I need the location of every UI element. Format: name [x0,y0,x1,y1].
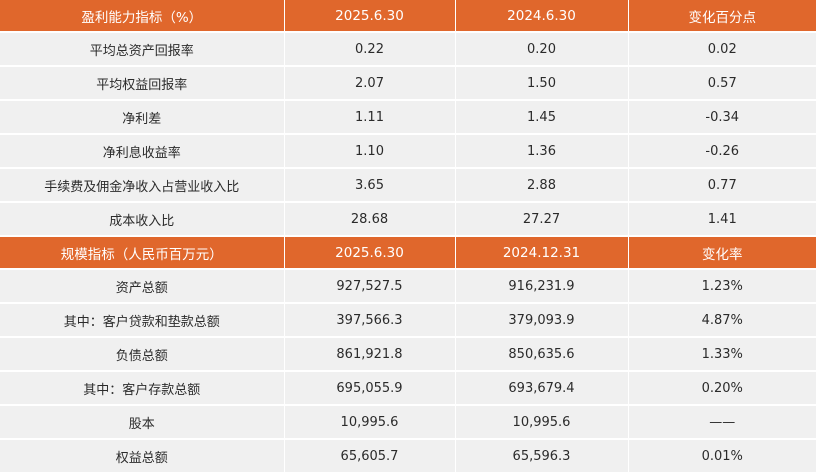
table-row: 平均权益回报率 2.07 1.50 0.57 [0,66,816,101]
cell-change: 0.57 [628,66,816,101]
cell-current: 861,921.8 [284,337,456,372]
row-label: 股本 [0,405,285,440]
row-label: 净利差 [0,100,285,135]
cell-current: 1.11 [284,100,456,135]
profitability-header-date-prior: 2024.6.30 [455,0,629,33]
cell-current: 10,995.6 [284,405,456,440]
cell-change: 0.01% [628,439,816,474]
table-row: 资产总额 927,527.5 916,231.9 1.23% [0,269,816,304]
row-label: 手续费及佣金净收入占营业收入比 [0,168,285,203]
cell-prior: 27.27 [455,202,629,237]
cell-change: 0.20% [628,371,816,406]
scale-header-date-current: 2025.6.30 [284,236,456,270]
row-label: 其中：客户贷款和垫款总额 [0,303,285,338]
row-label: 资产总额 [0,269,285,304]
cell-current: 927,527.5 [284,269,456,304]
scale-header-change: 变化率 [628,236,816,270]
cell-current: 28.68 [284,202,456,237]
table-row: 净利息收益率 1.10 1.36 -0.26 [0,134,816,169]
profitability-header-row: 盈利能力指标（%） 2025.6.30 2024.6.30 变化百分点 [0,0,816,33]
table-row: 权益总额 65,605.7 65,596.3 0.01% [0,439,816,474]
cell-current: 695,055.9 [284,371,456,406]
scale-header-label: 规模指标（人民币百万元） [0,236,285,270]
cell-prior: 916,231.9 [455,269,629,304]
cell-change: 4.87% [628,303,816,338]
cell-prior: 2.88 [455,168,629,203]
cell-change: 1.33% [628,337,816,372]
cell-prior: 0.20 [455,32,629,67]
scale-header-date-prior: 2024.12.31 [455,236,629,270]
cell-change: 0.77 [628,168,816,203]
cell-current: 2.07 [284,66,456,101]
table-row: 负债总额 861,921.8 850,635.6 1.33% [0,337,816,372]
table-row: 平均总资产回报率 0.22 0.20 0.02 [0,32,816,67]
cell-prior: 379,093.9 [455,303,629,338]
cell-prior: 10,995.6 [455,405,629,440]
row-label: 净利息收益率 [0,134,285,169]
table-row: 净利差 1.11 1.45 -0.34 [0,100,816,135]
cell-change: -0.34 [628,100,816,135]
cell-current: 65,605.7 [284,439,456,474]
row-label: 平均权益回报率 [0,66,285,101]
row-label: 负债总额 [0,337,285,372]
table-row: 其中：客户存款总额 695,055.9 693,679.4 0.20% [0,371,816,406]
cell-current: 0.22 [284,32,456,67]
cell-prior: 850,635.6 [455,337,629,372]
cell-prior: 693,679.4 [455,371,629,406]
row-label: 其中：客户存款总额 [0,371,285,406]
cell-prior: 1.50 [455,66,629,101]
table-row: 股本 10,995.6 10,995.6 —— [0,405,816,440]
cell-change: 1.23% [628,269,816,304]
cell-prior: 65,596.3 [455,439,629,474]
profitability-header-change: 变化百分点 [628,0,816,33]
cell-change: 0.02 [628,32,816,67]
cell-change: 1.41 [628,202,816,237]
row-label: 权益总额 [0,439,285,474]
row-label: 成本收入比 [0,202,285,237]
scale-header-row: 规模指标（人民币百万元） 2025.6.30 2024.12.31 变化率 [0,236,816,270]
row-label: 平均总资产回报率 [0,32,285,67]
cell-change: —— [628,405,816,440]
table-row: 其中：客户贷款和垫款总额 397,566.3 379,093.9 4.87% [0,303,816,338]
cell-current: 397,566.3 [284,303,456,338]
table-row: 手续费及佣金净收入占营业收入比 3.65 2.88 0.77 [0,168,816,203]
profitability-header-date-current: 2025.6.30 [284,0,456,33]
cell-prior: 1.45 [455,100,629,135]
table-row: 成本收入比 28.68 27.27 1.41 [0,202,816,237]
profitability-header-label: 盈利能力指标（%） [0,0,285,33]
cell-prior: 1.36 [455,134,629,169]
cell-current: 3.65 [284,168,456,203]
cell-change: -0.26 [628,134,816,169]
cell-current: 1.10 [284,134,456,169]
